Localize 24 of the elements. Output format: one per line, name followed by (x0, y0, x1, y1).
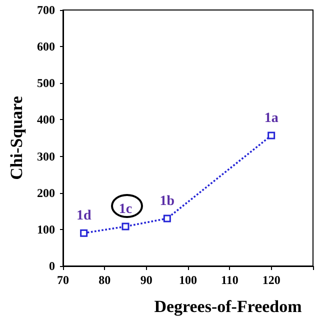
x-tick-label: 70 (57, 273, 69, 287)
x-tick-label: 80 (98, 273, 111, 287)
x-tick-label: 120 (262, 273, 280, 287)
x-tick-label: 90 (140, 273, 152, 287)
y-tick-label: 500 (37, 76, 55, 90)
point (122, 222, 130, 230)
x-axis-title: Degrees-of-Freedom (154, 297, 302, 316)
y-tick-label: 100 (37, 222, 55, 236)
y-tick-label: 200 (37, 186, 55, 200)
point (80, 229, 88, 237)
y-tick-label: 700 (37, 3, 55, 17)
y-tick-label: 300 (37, 149, 55, 164)
annotation: 1b (160, 194, 175, 209)
annotation: 1a (264, 110, 278, 126)
y-tick-label: 400 (37, 112, 55, 127)
point (163, 214, 171, 222)
y-tick-label: 0 (49, 259, 55, 273)
point (268, 132, 276, 140)
y-tick-label: 600 (37, 40, 55, 54)
annotation: 1d (76, 208, 92, 224)
y-axis-title: Chi-Square (7, 96, 26, 180)
x-tick-label: 110 (220, 273, 238, 287)
x-tick-label: 100 (179, 273, 197, 287)
annotation: 1c (118, 202, 132, 218)
